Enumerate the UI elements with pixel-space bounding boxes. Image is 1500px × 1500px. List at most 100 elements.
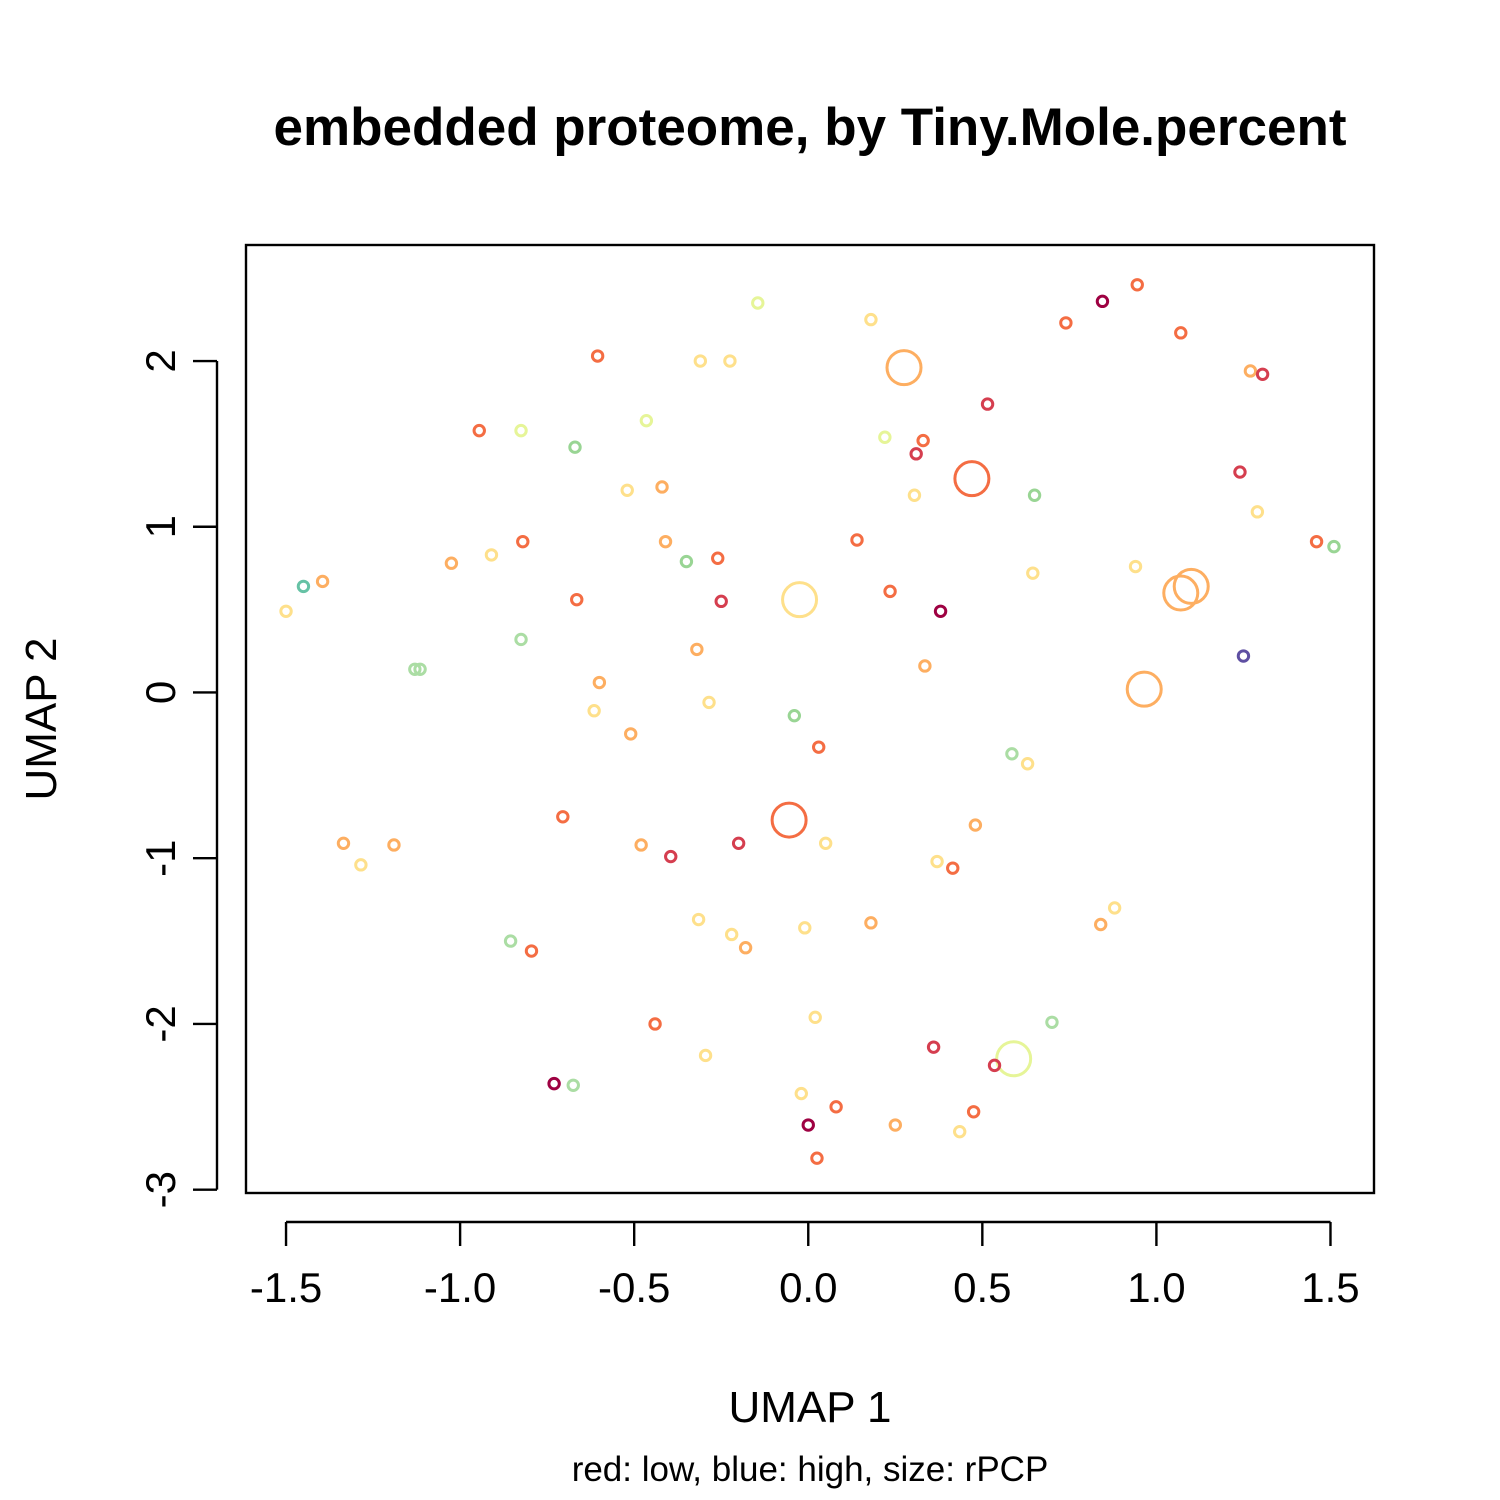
chart-title: embedded proteome, by Tiny.Mole.percent bbox=[274, 98, 1347, 157]
data-point bbox=[723, 354, 737, 368]
data-point bbox=[387, 838, 401, 852]
data-point bbox=[953, 1124, 967, 1139]
data-point bbox=[883, 584, 897, 599]
data-point bbox=[620, 483, 634, 497]
x-tick-label: -1.0 bbox=[424, 1264, 496, 1311]
data-point bbox=[864, 312, 878, 327]
data-point bbox=[1125, 670, 1163, 708]
x-axis-label: UMAP 1 bbox=[728, 1383, 891, 1432]
x-tick-label: 1.5 bbox=[1301, 1264, 1359, 1311]
data-point bbox=[1107, 901, 1122, 915]
data-point bbox=[279, 604, 293, 618]
data-point bbox=[711, 551, 725, 565]
data-point bbox=[514, 423, 528, 438]
data-point bbox=[1172, 567, 1210, 605]
data-point bbox=[885, 349, 923, 387]
data-point bbox=[592, 675, 607, 690]
data-point bbox=[968, 818, 983, 832]
data-point bbox=[980, 397, 995, 411]
data-point bbox=[930, 854, 944, 869]
y-tick-label: -3 bbox=[137, 1171, 184, 1208]
data-point bbox=[472, 423, 486, 438]
data-point bbox=[524, 944, 539, 958]
data-point bbox=[1130, 278, 1144, 292]
data-point bbox=[1020, 757, 1035, 771]
data-point bbox=[639, 413, 654, 428]
data-point bbox=[1128, 559, 1143, 574]
chart-subtitle: red: low, blue: high, size: rPCP bbox=[572, 1450, 1049, 1489]
data-point bbox=[648, 1017, 662, 1031]
data-point bbox=[354, 858, 368, 872]
data-point bbox=[556, 810, 570, 824]
data-point bbox=[918, 659, 932, 673]
data-point bbox=[1026, 566, 1040, 580]
data-point bbox=[812, 740, 826, 754]
x-tick-label: 0.5 bbox=[953, 1264, 1011, 1311]
data-point bbox=[570, 592, 584, 607]
data-point bbox=[1045, 1015, 1059, 1029]
data-point bbox=[850, 533, 864, 547]
data-point bbox=[484, 548, 499, 562]
data-point bbox=[587, 704, 601, 718]
data-point bbox=[408, 662, 422, 676]
data-point bbox=[1162, 574, 1200, 612]
data-point bbox=[702, 695, 716, 710]
x-tick-label: -0.5 bbox=[598, 1264, 670, 1311]
data-point bbox=[1243, 364, 1258, 378]
data-point bbox=[933, 604, 948, 618]
data-point bbox=[503, 934, 518, 948]
y-tick-label: 0 bbox=[137, 681, 184, 704]
data-point bbox=[1005, 747, 1019, 761]
data-point bbox=[888, 1118, 902, 1132]
data-point bbox=[724, 927, 739, 942]
data-point bbox=[995, 1040, 1033, 1078]
data-point bbox=[514, 632, 528, 647]
data-point bbox=[787, 708, 802, 723]
data-point bbox=[1233, 465, 1247, 479]
plot-area-frame bbox=[244, 243, 1376, 1195]
data-point bbox=[1255, 367, 1270, 381]
data-points bbox=[279, 278, 1341, 1165]
data-point bbox=[1094, 917, 1108, 932]
data-point bbox=[413, 662, 427, 676]
data-point bbox=[966, 1105, 981, 1119]
data-point bbox=[907, 488, 922, 502]
data-point bbox=[878, 430, 892, 444]
y-tick-label: -1 bbox=[137, 840, 184, 877]
data-point bbox=[1250, 505, 1265, 519]
data-point bbox=[655, 480, 669, 494]
data-point bbox=[664, 849, 678, 864]
data-point bbox=[864, 916, 878, 930]
data-point bbox=[698, 1048, 713, 1063]
data-point bbox=[690, 642, 704, 657]
data-point bbox=[909, 447, 923, 461]
y-tick-label: 1 bbox=[137, 515, 184, 538]
data-point bbox=[808, 1010, 822, 1025]
data-point bbox=[634, 838, 648, 852]
data-point bbox=[810, 1151, 824, 1165]
data-point bbox=[1059, 316, 1073, 330]
data-point bbox=[566, 1078, 580, 1092]
data-point bbox=[336, 836, 351, 851]
data-point bbox=[624, 727, 638, 741]
data-point bbox=[794, 1086, 808, 1101]
data-point bbox=[829, 1100, 843, 1114]
data-point bbox=[953, 460, 991, 498]
y-tick-label: -2 bbox=[137, 1005, 184, 1042]
data-point bbox=[1174, 326, 1188, 340]
data-point bbox=[1327, 539, 1341, 554]
data-point bbox=[691, 912, 706, 927]
data-point bbox=[714, 594, 728, 609]
data-point bbox=[516, 534, 530, 549]
data-point bbox=[444, 556, 459, 570]
data-point bbox=[798, 921, 812, 935]
data-point bbox=[770, 801, 808, 839]
data-point bbox=[693, 354, 708, 368]
data-point bbox=[315, 574, 330, 589]
x-tick-label: 0.0 bbox=[779, 1264, 837, 1311]
data-point bbox=[801, 1118, 815, 1132]
data-point bbox=[1236, 649, 1251, 663]
data-point bbox=[916, 433, 930, 448]
data-point bbox=[781, 581, 819, 619]
data-point bbox=[1309, 534, 1324, 549]
